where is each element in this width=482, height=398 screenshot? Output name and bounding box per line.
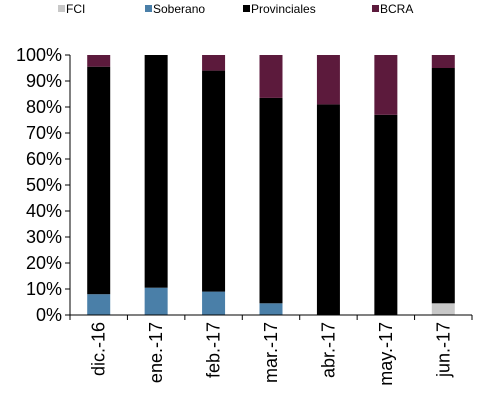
bar-provinciales-1 [144, 55, 168, 288]
x-category-label: ene.-17 [146, 322, 166, 383]
bar-soberano-2 [202, 291, 226, 315]
x-category-label: feb.-17 [204, 322, 224, 378]
x-axis: dic.-16 ene.-17 feb.-17 mar.-17 abr.-17 may.-… [69, 314, 473, 386]
legend-label-bcra: BCRA [380, 2, 413, 16]
bar-bcra-6 [431, 55, 455, 68]
bar-soberano-0 [87, 294, 111, 315]
y-axis: 0% 10% 20% 30% 40% 50% 60% 70% 80% 90% 100% [16, 45, 71, 325]
legend-swatch-provinciales [243, 5, 250, 12]
bar-provinciales-0 [87, 66, 111, 295]
bar-provinciales-5 [374, 114, 398, 315]
y-tick-label: 60% [26, 149, 62, 169]
legend-label-fci: FCI [66, 2, 85, 16]
x-category-label: dic.-16 [89, 322, 109, 376]
bars [87, 55, 455, 316]
bar-fci-6 [431, 303, 455, 315]
bar-provinciales-3 [259, 97, 283, 304]
legend-swatch-soberano [145, 5, 152, 12]
bar-bcra-5 [374, 55, 398, 115]
legend: FCI Soberano Provinciales BCRA [58, 2, 413, 16]
bar-provinciales-6 [431, 68, 455, 304]
legend-label-provinciales: Provinciales [251, 2, 316, 16]
bar-bcra-0 [87, 55, 111, 67]
x-category-label: abr.-17 [318, 322, 338, 378]
y-tick-label: 80% [26, 97, 62, 117]
bar-bcra-2 [202, 55, 226, 71]
bar-provinciales-2 [202, 70, 226, 292]
bar-bcra-4 [316, 55, 340, 105]
bar-soberano-3 [259, 303, 283, 315]
legend-swatch-bcra [372, 5, 379, 12]
bar-bcra-3 [259, 55, 283, 98]
y-tick-label: 100% [16, 45, 62, 65]
y-tick-label: 20% [26, 253, 62, 273]
y-tick-label: 10% [26, 279, 62, 299]
bar-soberano-1 [144, 287, 168, 315]
y-tick-label: 90% [26, 71, 62, 91]
x-category-label: jun.-17 [433, 322, 453, 378]
legend-label-soberano: Soberano [153, 2, 205, 16]
bar-provinciales-4 [316, 104, 340, 316]
x-category-label: may.-17 [376, 322, 396, 386]
legend-swatch-fci [58, 5, 65, 12]
y-tick-label: 40% [26, 201, 62, 221]
y-tick-label: 50% [26, 175, 62, 195]
y-tick-label: 70% [26, 123, 62, 143]
y-tick-label: 0% [36, 305, 62, 325]
y-tick-label: 30% [26, 227, 62, 247]
x-category-label: mar.-17 [261, 322, 281, 383]
